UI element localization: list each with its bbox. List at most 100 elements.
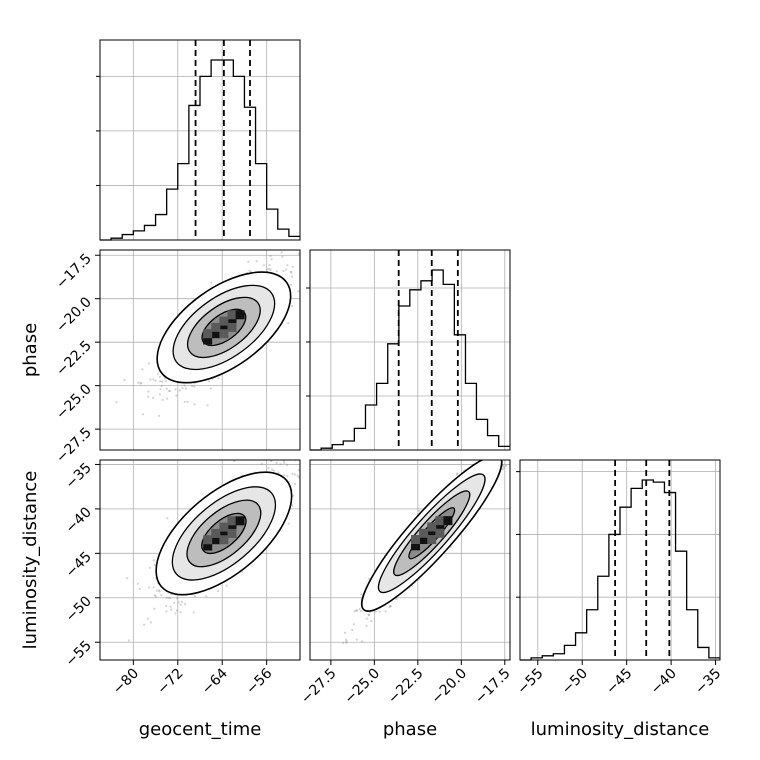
scatter-point	[170, 608, 173, 611]
scatter-point	[155, 589, 158, 592]
scatter-point	[361, 640, 364, 643]
scatter-point	[183, 400, 186, 403]
scatter-point	[158, 589, 161, 592]
scatter-point	[160, 594, 163, 597]
scatter-point	[384, 610, 387, 613]
ytick-label-luminosity_distance-3: −40	[63, 504, 95, 536]
scatter-point	[167, 596, 170, 600]
scatter-point	[302, 274, 304, 276]
ytick-label-phase-1: −25.0	[53, 381, 95, 423]
scatter-point	[262, 264, 266, 267]
scatter-point	[173, 601, 176, 604]
hist-frame-geocent_time	[99, 39, 301, 241]
scatter-point	[183, 384, 186, 387]
scatter-point	[269, 255, 272, 258]
scatter-point	[289, 283, 292, 286]
scatter-point	[137, 381, 140, 384]
scatter-point	[248, 269, 251, 272]
scatter-point	[297, 252, 300, 255]
scatter-point	[301, 275, 303, 277]
density-peak-cell	[235, 310, 245, 320]
scatter-point	[290, 271, 293, 274]
scatter-point	[342, 641, 345, 644]
xaxis-label-luminosity_distance: luminosity_distance	[531, 719, 710, 740]
scatter-point	[210, 281, 213, 284]
density-peak-cell	[443, 516, 453, 526]
scatter-point	[255, 260, 258, 263]
scatter-point	[161, 398, 164, 401]
scatter-point	[225, 584, 228, 587]
scatter-point	[168, 389, 171, 392]
scatter-point	[179, 603, 182, 606]
scatter-point	[180, 600, 183, 604]
scatter-point	[388, 605, 391, 609]
scatter-point	[165, 387, 168, 390]
scatter-point	[283, 473, 286, 476]
scatter-point	[389, 605, 392, 608]
scatter-point	[175, 597, 179, 600]
ytick-label-phase-3: −20.0	[53, 294, 95, 336]
scatter-point	[158, 590, 161, 593]
scatter-point	[247, 260, 250, 263]
density-panel-phase-vs-geocent_time	[99, 249, 304, 451]
scatter-point	[301, 303, 303, 305]
density-peak-cell	[211, 329, 221, 339]
density-panel-luminosity_distance-vs-phase	[309, 421, 525, 661]
scatter-point	[523, 421, 525, 423]
scatter-point	[154, 595, 157, 598]
scatter-point	[175, 609, 179, 612]
scatter-point	[296, 474, 299, 477]
hist-frame-phase	[309, 249, 511, 451]
scatter-point	[285, 463, 289, 467]
scatter-point	[508, 430, 510, 432]
scatter-point	[268, 263, 271, 267]
xtick-label-phase-3: −20.0	[428, 666, 470, 708]
scatter-point	[290, 304, 294, 308]
scatter-point	[356, 609, 359, 612]
scatter-point	[268, 267, 271, 270]
scatter-point	[266, 268, 269, 271]
scatter-point	[283, 460, 286, 463]
density-peak-cell	[203, 329, 213, 339]
scatter-point	[260, 462, 263, 465]
scatter-point	[159, 380, 162, 383]
scatter-point	[511, 446, 513, 448]
density-peak-cell	[435, 516, 445, 526]
scatter-point	[115, 401, 118, 404]
scatter-point	[169, 597, 172, 600]
scatter-point	[158, 393, 161, 396]
scatter-point	[233, 460, 236, 463]
hist-panel-luminosity_distance	[516, 459, 721, 661]
scatter-point	[303, 483, 305, 485]
scatter-point	[165, 596, 168, 599]
scatter-point	[126, 577, 129, 580]
scatter-point	[179, 611, 182, 614]
scatter-point	[268, 446, 270, 448]
ytick-label-phase-4: −17.5	[53, 251, 95, 293]
scatter-point	[305, 468, 307, 470]
scatter-point	[140, 381, 143, 385]
scatter-point	[353, 610, 356, 613]
scatter-point	[367, 613, 370, 616]
scatter-point	[506, 455, 508, 457]
scatter-point	[489, 455, 491, 457]
xtick-label-luminosity_distance-3: −40	[648, 666, 680, 698]
scatter-point	[270, 258, 273, 261]
scatter-point	[378, 610, 381, 613]
scatter-point	[345, 638, 348, 642]
scatter-point	[148, 362, 151, 365]
density-peak-cell	[227, 310, 237, 320]
panel-frame-10	[99, 249, 301, 451]
ytick-label-luminosity_distance-2: −45	[63, 549, 95, 581]
scatter-point	[281, 255, 284, 258]
scatter-point	[178, 389, 181, 392]
scatter-point	[293, 482, 297, 486]
scatter-point	[136, 582, 139, 585]
density-peak-cell	[211, 322, 221, 332]
xtick-label-geocent_time-3: −56	[243, 665, 275, 697]
scatter-point	[293, 473, 296, 476]
scatter-point	[127, 639, 131, 642]
scatter-point	[287, 522, 290, 525]
scatter-point	[193, 385, 196, 388]
